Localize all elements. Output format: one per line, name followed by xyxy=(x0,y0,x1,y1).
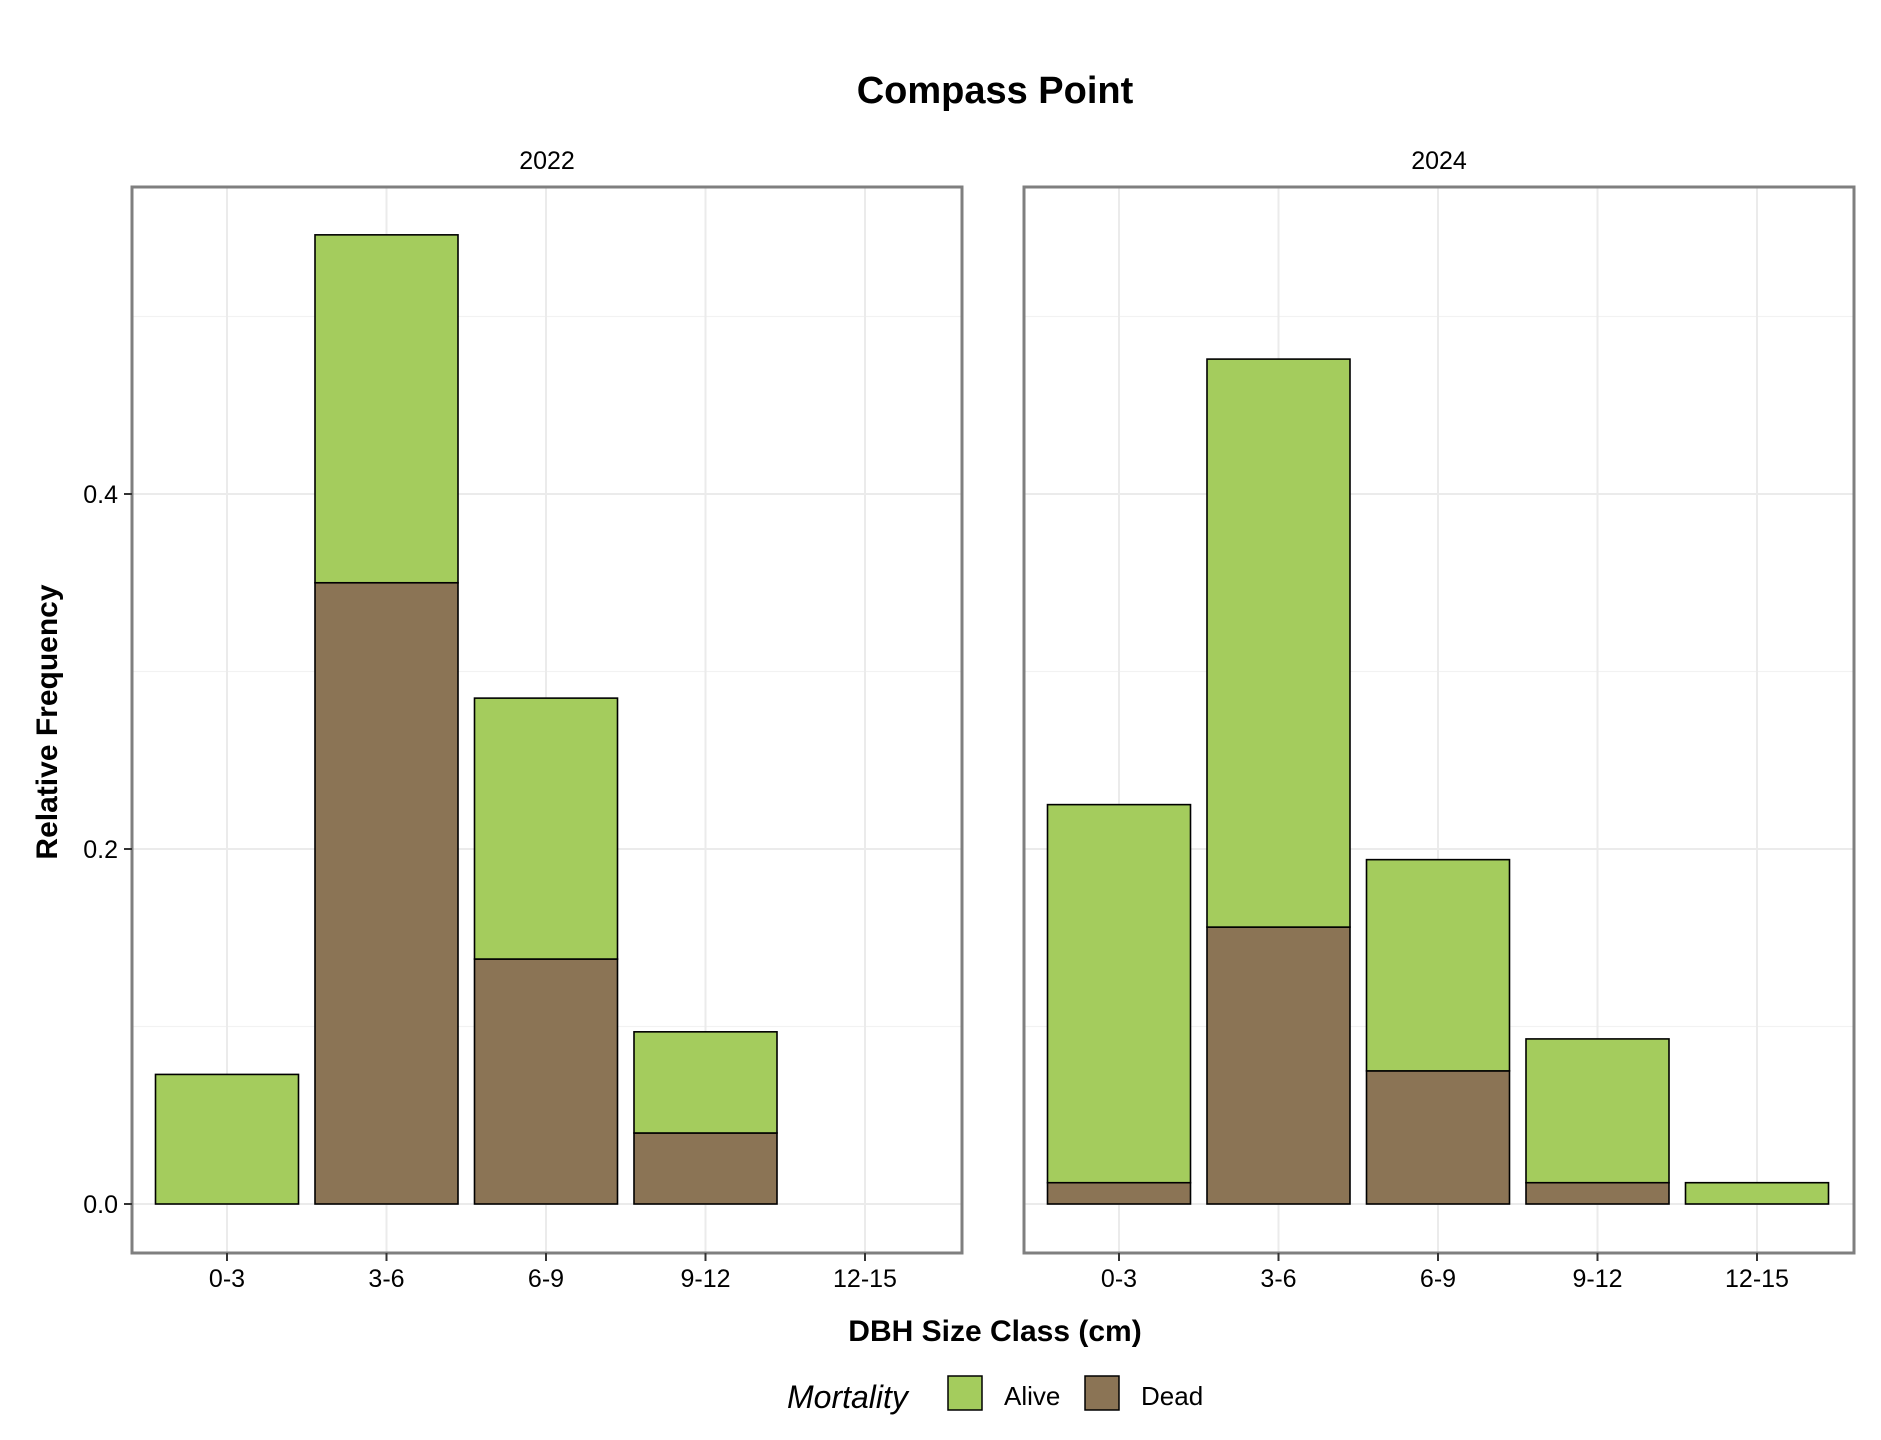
x-tick-label: 9-12 xyxy=(1572,1265,1622,1293)
x-tick-label: 3-6 xyxy=(1260,1265,1296,1293)
panel-2022: 2022 0-3 3-6 6-9 9-12 12-15 xyxy=(130,147,964,1293)
facet-label-2022: 2022 xyxy=(519,147,575,175)
bar-alive-2022-9-12 xyxy=(633,1031,778,1134)
facet-label-2024: 2024 xyxy=(1411,147,1467,175)
bar-alive-2024-0-3 xyxy=(1046,803,1192,1184)
bar-alive-2024-3-6 xyxy=(1206,358,1351,928)
x-tick-label: 3-6 xyxy=(368,1265,404,1293)
bar-alive-2024-9-12 xyxy=(1525,1038,1670,1184)
x-tick-label: 12-15 xyxy=(1725,1265,1789,1293)
x-tick-label: 0-3 xyxy=(209,1265,245,1293)
bar-dead-2024-9-12 xyxy=(1525,1181,1670,1205)
x-axis-label: DBH Size Class (cm) xyxy=(848,1315,1141,1348)
bar-dead-2022-6-9 xyxy=(473,958,619,1205)
y-tick-label: 0.0 xyxy=(83,1191,118,1219)
legend-title: Mortality xyxy=(787,1379,910,1415)
x-tick-label: 6-9 xyxy=(528,1265,564,1293)
y-tick-label: 0.4 xyxy=(83,481,118,509)
bar-dead-2022-3-6 xyxy=(314,581,459,1205)
x-tick-label: 6-9 xyxy=(1420,1265,1456,1293)
legend-swatch-alive xyxy=(947,1375,983,1411)
y-axis: 0.0 0.2 0.4 xyxy=(83,481,132,1219)
bar-alive-2024-6-9 xyxy=(1365,858,1511,1072)
legend: Mortality Alive Dead xyxy=(787,1375,1203,1415)
bar-dead-2022-9-12 xyxy=(633,1132,778,1205)
bar-alive-2022-6-9 xyxy=(473,697,619,960)
panel-2024: 2024 0-3 3-6 6-9 9-12 12-15 xyxy=(1022,147,1856,1293)
bar-alive-2022-0-3 xyxy=(154,1073,300,1205)
x-tick-label: 9-12 xyxy=(680,1265,730,1293)
bar-dead-2024-6-9 xyxy=(1365,1070,1511,1205)
x-tick-label: 0-3 xyxy=(1101,1265,1137,1293)
bar-dead-2024-0-3 xyxy=(1046,1181,1192,1205)
y-axis-label: Relative Frequency xyxy=(31,584,64,859)
x-tick-label: 12-15 xyxy=(833,1265,897,1293)
facet-panels: 2022 0-3 3-6 6-9 9-12 12-15 2024 0-3 3-6 6-9 9-12 1… xyxy=(130,147,1856,1293)
y-tick-label: 0.2 xyxy=(83,836,118,864)
legend-label-dead: Dead xyxy=(1141,1381,1203,1411)
bar-alive-2022-3-6 xyxy=(314,234,459,584)
legend-swatch-dead xyxy=(1084,1375,1120,1411)
chart-title: Compass Point xyxy=(857,70,1134,112)
bar-dead-2024-3-6 xyxy=(1206,926,1351,1205)
legend-label-alive: Alive xyxy=(1004,1381,1060,1411)
bar-alive-2024-12-15 xyxy=(1684,1181,1830,1205)
